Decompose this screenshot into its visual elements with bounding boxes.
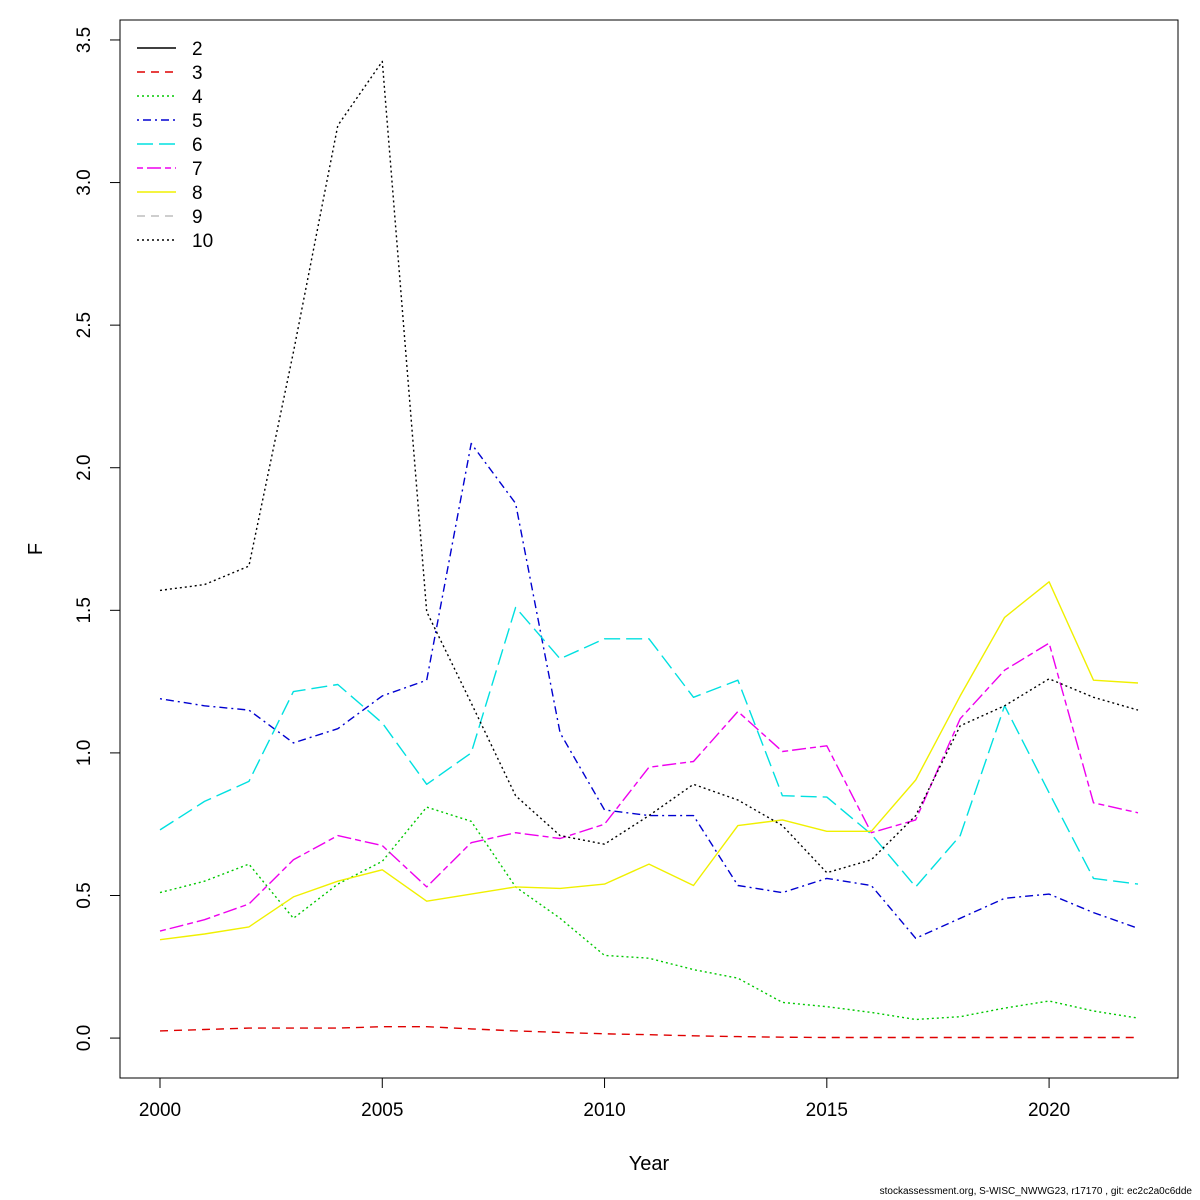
y-tick-label: 1.0 (74, 740, 95, 766)
y-tick-label: 0.0 (74, 1025, 95, 1051)
plot-frame (119, 19, 1179, 1079)
legend-label-4: 4 (192, 87, 203, 108)
y-axis-title: F (25, 543, 47, 555)
legend: 2 3 4 5 6 7 8 9 10 (137, 39, 213, 252)
legend-label-3: 3 (192, 63, 203, 84)
series-line-7 (159, 642, 1139, 932)
x-tick-label: 2005 (361, 1100, 403, 1121)
x-tick-label: 2015 (806, 1100, 848, 1121)
series-line-10 (159, 60, 1139, 874)
x-tick-label: 2020 (1028, 1100, 1070, 1121)
y-tick-label: 3.5 (74, 27, 95, 53)
legend-label-6: 6 (192, 135, 203, 156)
legend-label-5: 5 (192, 111, 203, 132)
x-tick-label: 2010 (583, 1100, 625, 1121)
y-tick-label: 2.5 (74, 312, 95, 338)
legend-label-7: 7 (192, 159, 203, 180)
legend-label-9: 9 (192, 207, 203, 228)
legend-label-8: 8 (192, 183, 203, 204)
y-tick-label: 0.5 (74, 882, 95, 908)
series-line-3 (159, 1026, 1138, 1039)
x-axis: 2000 2005 2010 2015 2020 (139, 1077, 1070, 1121)
legend-label-2: 2 (192, 39, 203, 60)
x-tick-label: 2000 (139, 1100, 181, 1121)
series-layer (159, 60, 1139, 1039)
y-axis: 0.0 0.5 1.0 1.5 2.0 2.5 3.0 3.5 (74, 27, 121, 1051)
series-line-6 (159, 606, 1139, 888)
series-line-5 (159, 442, 1139, 939)
series-line-8 (159, 581, 1139, 941)
x-axis-title: Year (629, 1153, 670, 1175)
series-line-4 (159, 806, 1139, 1021)
y-tick-label: 2.0 (74, 455, 95, 481)
legend-label-10: 10 (192, 231, 213, 252)
footer-credit: stockassessment.org, S-WISC_NWWG23, r171… (879, 1186, 1192, 1197)
y-tick-label: 3.0 (74, 169, 95, 195)
y-tick-label: 1.5 (74, 597, 95, 623)
